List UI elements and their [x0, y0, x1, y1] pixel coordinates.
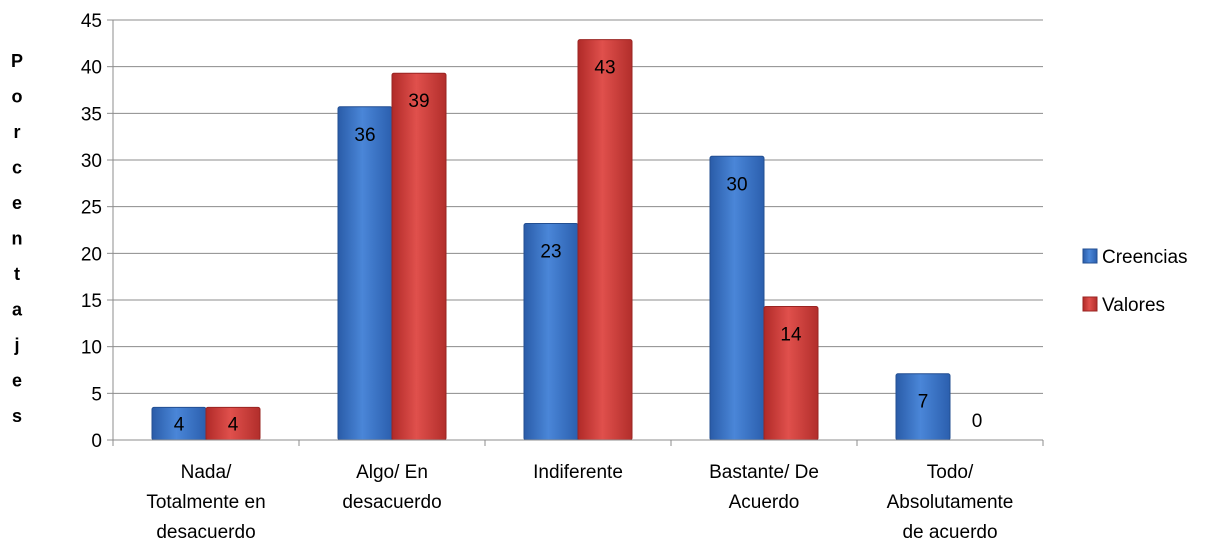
legend-label-valores: Valores: [1102, 295, 1165, 316]
y-tick-label: 10: [81, 338, 102, 359]
legend-label-creencias: Creencias: [1102, 247, 1188, 268]
category-label: Algo/ En: [356, 462, 428, 483]
legend: Creencias Valores: [1082, 247, 1188, 316]
data-label-creencias-1: 36: [354, 125, 375, 146]
category-label: desacuerdo: [342, 492, 441, 513]
y-axis-label-letter: s: [12, 406, 22, 426]
bar-creencias-3: [709, 155, 765, 441]
category-labels: Nada/Totalmente en desacuerdo Algo/ En desa…: [146, 462, 1013, 543]
category-label: desacuerdo: [156, 522, 255, 543]
category-label: Totalmente en: [146, 492, 265, 513]
y-tick-label: 15: [81, 291, 102, 312]
data-label-creencias-2: 23: [540, 241, 561, 262]
category-label: Nada/: [181, 462, 232, 483]
bar-creencias-1: [337, 106, 393, 441]
y-axis-label-letter: r: [13, 122, 20, 142]
y-tick-label: 45: [81, 11, 102, 32]
y-axis-label-letter: c: [12, 158, 22, 178]
data-label-creencias-0: 4: [174, 415, 185, 436]
category-label: Absolutamente: [887, 492, 1014, 513]
data-label-valores-4: 0: [972, 411, 983, 432]
category-label: de acuerdo: [902, 522, 997, 543]
data-label-valores-2: 43: [594, 58, 615, 79]
y-tick-label: 25: [81, 198, 102, 219]
y-axis-label-letter: o: [12, 87, 23, 107]
y-tick-label: 35: [81, 104, 102, 125]
y-tick-label: 5: [91, 384, 102, 405]
y-axis-label-letter: n: [12, 229, 23, 249]
category-label: Todo/: [927, 462, 974, 483]
category-label: Acuerdo: [729, 492, 800, 513]
category-label: Indiferente: [533, 462, 623, 483]
data-label-creencias-4: 7: [918, 392, 929, 413]
y-axis-label-letter: P: [11, 51, 23, 71]
axes: [112, 20, 1044, 446]
bar-valores-1: [391, 72, 447, 441]
bars: [151, 39, 951, 441]
data-label-valores-3: 14: [780, 325, 802, 346]
data-label-valores-0: 4: [228, 415, 239, 436]
y-tick-label: 30: [81, 151, 102, 172]
y-axis-label-letter: a: [12, 300, 23, 320]
bar-valores-2: [577, 39, 633, 441]
y-axis-label-letter: j: [13, 335, 19, 355]
y-tick-label: 0: [91, 431, 102, 452]
data-labels: 4 36 23 30 7 4 39 43 14 0: [174, 58, 983, 436]
data-label-creencias-3: 30: [726, 174, 747, 195]
y-axis-label-letter: e: [12, 371, 22, 391]
y-tick-label: 20: [81, 244, 102, 265]
y-tick-label: 40: [81, 58, 102, 79]
y-axis-label-letter: e: [12, 193, 22, 213]
y-axis-ticks: 0 5 10 15 20 25 30 35 40 45: [81, 11, 102, 452]
legend-swatch-creencias: [1082, 248, 1098, 264]
data-label-valores-1: 39: [408, 91, 429, 112]
y-axis-label-letter: t: [14, 264, 20, 284]
legend-swatch-valores: [1082, 296, 1098, 312]
category-label: Bastante/ De: [709, 462, 819, 483]
